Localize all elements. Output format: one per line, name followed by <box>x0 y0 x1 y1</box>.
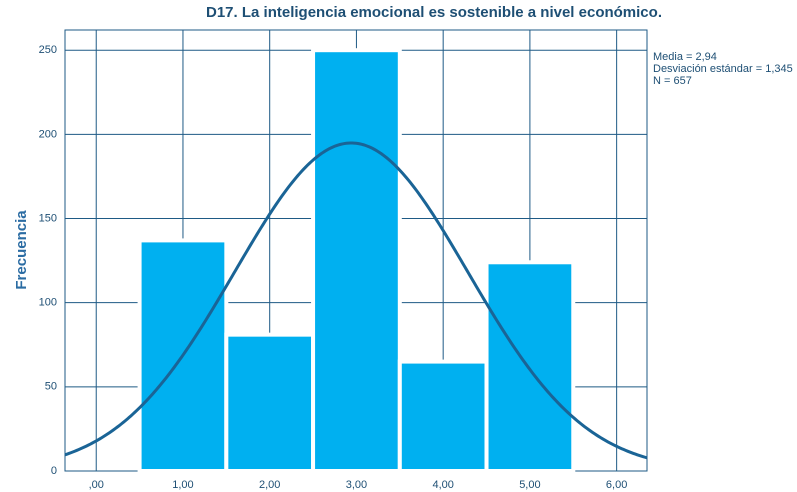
y-tick-label: 250 <box>39 44 57 56</box>
y-tick-label: 200 <box>39 128 57 140</box>
y-axis-label: Frecuencia <box>13 210 30 290</box>
stats-annotation: Media = 2,94 <box>653 51 717 63</box>
stats-annotation: N = 657 <box>653 75 692 87</box>
y-tick-label: 150 <box>39 212 57 224</box>
normal-curve <box>64 141 648 460</box>
x-tick-label: 5,00 <box>519 479 540 491</box>
x-tick-label: 4,00 <box>432 479 453 491</box>
stats-annotation: Desviación estándar = 1,345 <box>653 63 793 75</box>
x-tick-label: ,00 <box>89 479 104 491</box>
x-tick-label: 1,00 <box>172 479 193 491</box>
y-tick-label: 0 <box>51 465 57 477</box>
x-tick-label: 6,00 <box>606 479 627 491</box>
y-tick-label: 50 <box>45 381 57 393</box>
x-tick-label: 3,00 <box>346 479 367 491</box>
bar <box>397 359 489 474</box>
y-tick-label: 100 <box>39 297 57 309</box>
bar <box>484 260 576 473</box>
chart-title: D17. La inteligencia emocional es sosten… <box>206 4 662 21</box>
bar <box>311 48 402 473</box>
x-tick-label: 2,00 <box>259 479 280 491</box>
bar <box>224 332 316 473</box>
